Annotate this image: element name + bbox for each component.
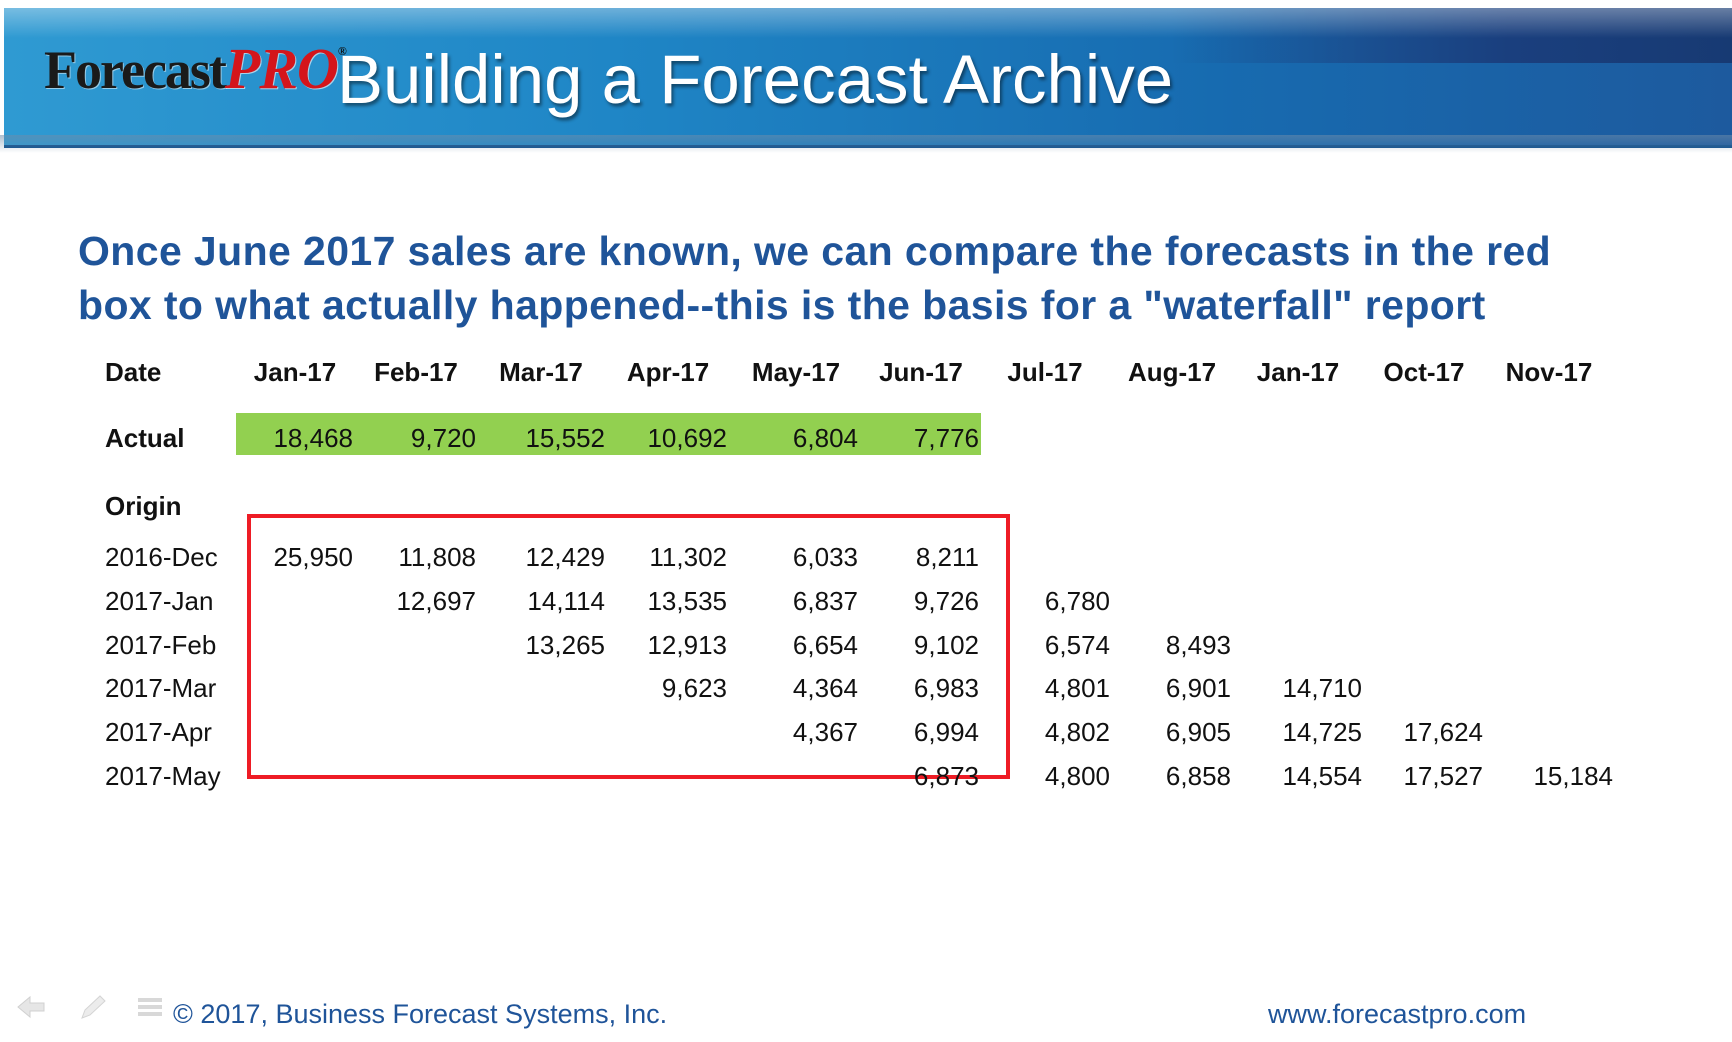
forecast-value: 11,808 bbox=[398, 542, 476, 572]
forecast-value: 4,802 bbox=[1044, 717, 1110, 747]
forecast-value: 11,302 bbox=[649, 542, 727, 572]
pen-icon[interactable] bbox=[76, 992, 110, 1022]
forecast-comparison-box bbox=[247, 514, 1010, 779]
origin-label: Origin bbox=[105, 491, 182, 521]
actual-value: 18,468 bbox=[273, 423, 353, 453]
actual-label: Actual bbox=[105, 423, 185, 453]
origin-date: 2017-Mar bbox=[105, 673, 217, 703]
website-link[interactable]: www.forecastpro.com bbox=[1268, 999, 1527, 1029]
forecast-value: 6,574 bbox=[1044, 630, 1110, 660]
column-header: Jan-17 bbox=[253, 357, 337, 387]
forecast-value: 6,780 bbox=[1044, 586, 1110, 616]
actual-value: 6,804 bbox=[792, 423, 858, 453]
forecast-value: 6,983 bbox=[913, 673, 979, 703]
forecast-value: 8,211 bbox=[915, 542, 979, 572]
column-header: Nov-17 bbox=[1505, 357, 1593, 387]
actual-row-highlight bbox=[236, 413, 981, 455]
forecast-value: 4,367 bbox=[792, 717, 858, 747]
forecast-value: 15,184 bbox=[1533, 761, 1613, 791]
header-shadow bbox=[0, 135, 1732, 153]
origin-date: 2017-Apr bbox=[105, 717, 212, 747]
actual-value: 15,552 bbox=[525, 423, 605, 453]
forecast-value: 25,950 bbox=[273, 542, 353, 572]
forecastpro-logo: ForecastPRO® bbox=[44, 36, 347, 101]
column-header: Mar-17 bbox=[499, 357, 583, 387]
column-header: Jun-17 bbox=[879, 357, 963, 387]
origin-date: 2016-Dec bbox=[105, 542, 218, 572]
column-header: Oct-17 bbox=[1383, 357, 1465, 387]
column-header: Feb-17 bbox=[374, 357, 458, 387]
forecast-value: 14,710 bbox=[1282, 673, 1362, 703]
slide-title: Building a Forecast Archive bbox=[337, 41, 1174, 118]
origin-date: 2017-Feb bbox=[105, 630, 217, 660]
back-arrow-icon[interactable] bbox=[14, 992, 48, 1022]
forecast-value: 17,527 bbox=[1403, 761, 1483, 791]
forecast-value: 12,429 bbox=[525, 542, 605, 572]
forecast-value: 14,554 bbox=[1282, 761, 1362, 791]
forecast-value: 6,905 bbox=[1165, 717, 1231, 747]
forecast-value: 4,800 bbox=[1044, 761, 1110, 791]
actual-value: 7,776 bbox=[913, 423, 979, 453]
forecast-value: 8,493 bbox=[1165, 630, 1231, 660]
forecast-value: 6,994 bbox=[913, 717, 979, 747]
forecast-value: 12,913 bbox=[647, 630, 727, 660]
column-header: Jan-17 bbox=[1256, 357, 1340, 387]
forecast-value: 9,726 bbox=[913, 586, 979, 616]
column-header: Apr-17 bbox=[626, 357, 710, 387]
date-label: Date bbox=[105, 357, 162, 387]
forecast-value: 14,725 bbox=[1282, 717, 1362, 747]
column-header: Aug-17 bbox=[1127, 357, 1217, 387]
forecast-value: 9,102 bbox=[913, 630, 979, 660]
actual-value: 9,720 bbox=[410, 423, 476, 453]
forecast-value: 6,033 bbox=[792, 542, 858, 572]
column-header: May-17 bbox=[751, 357, 841, 387]
forecast-value: 6,837 bbox=[792, 586, 858, 616]
origin-date: 2017-Jan bbox=[105, 586, 214, 616]
forecast-value: 4,801 bbox=[1044, 673, 1110, 703]
actual-value: 10,692 bbox=[647, 423, 727, 453]
forecast-value: 12,697 bbox=[396, 586, 476, 616]
copyright-footer: © 2017, Business Forecast Systems, Inc. bbox=[173, 999, 668, 1029]
forecast-value: 6,654 bbox=[792, 630, 858, 660]
forecast-value: 17,624 bbox=[1403, 717, 1483, 747]
header-band bbox=[4, 8, 1732, 148]
forecast-value: 13,535 bbox=[647, 586, 727, 616]
forecast-value: 6,858 bbox=[1165, 761, 1231, 791]
forecast-value: 6,901 bbox=[1165, 673, 1231, 703]
forecast-value: 14,114 bbox=[527, 586, 605, 616]
menu-icon[interactable] bbox=[134, 992, 168, 1022]
forecast-value: 6,873 bbox=[913, 761, 979, 791]
column-header: Jul-17 bbox=[1007, 357, 1083, 387]
slide-subtitle: Once June 2017 sales are known, we can c… bbox=[78, 228, 1552, 328]
origin-date: 2017-May bbox=[105, 761, 221, 791]
forecast-value: 4,364 bbox=[792, 673, 858, 703]
forecast-value: 13,265 bbox=[525, 630, 605, 660]
forecast-value: 9,623 bbox=[661, 673, 727, 703]
